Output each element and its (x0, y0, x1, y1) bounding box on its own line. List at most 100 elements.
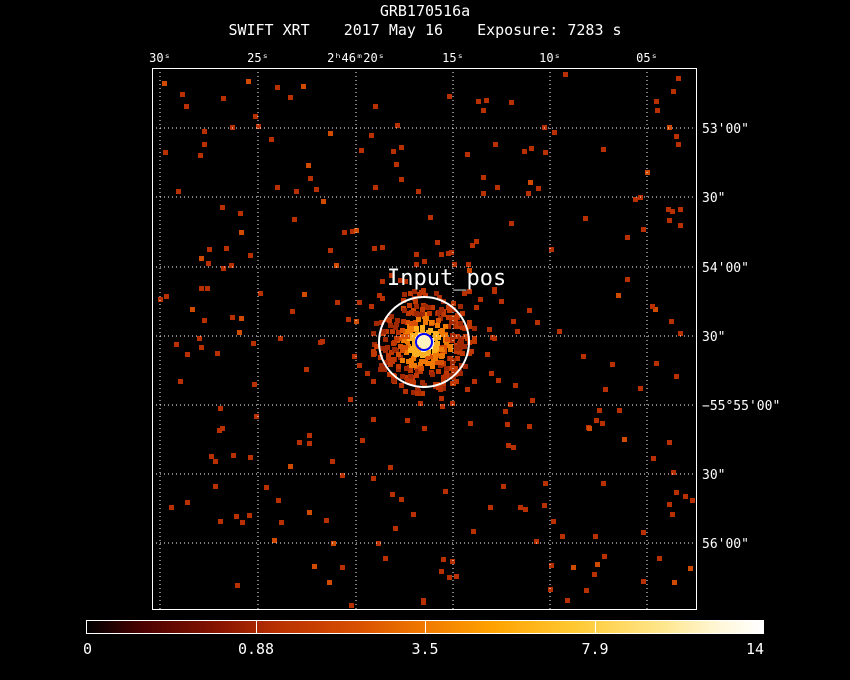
photon-pixel (290, 309, 295, 314)
ra-tick-label: 10ˢ (539, 51, 561, 65)
photon-pixel (389, 314, 394, 319)
photon-pixel (374, 344, 379, 349)
photon-pixel (423, 320, 428, 325)
photon-pixel (448, 356, 453, 361)
photon-pixel (403, 345, 408, 350)
photon-pixel (418, 312, 423, 317)
photon-pixel (454, 574, 459, 579)
source-position-marker[interactable] (415, 333, 433, 351)
photon-pixel (229, 263, 234, 268)
photon-pixel (508, 402, 513, 407)
photon-pixel (418, 348, 423, 353)
photon-pixel (418, 401, 423, 406)
photon-pixel (427, 311, 432, 316)
photon-pixel (252, 382, 257, 387)
photon-pixel (488, 505, 493, 510)
photon-pixel (674, 134, 679, 139)
photon-pixel (460, 325, 465, 330)
photon-pixel (441, 557, 446, 562)
photon-pixel (386, 353, 391, 358)
photon-pixel (414, 311, 419, 316)
photon-pixel (474, 305, 479, 310)
colorbar-label: 14 (745, 640, 764, 658)
photon-pixel (422, 259, 427, 264)
photon-pixel (460, 351, 465, 356)
photon-pixel (349, 603, 354, 608)
photon-pixel (499, 299, 504, 304)
photon-pixel (357, 300, 362, 305)
photon-pixel (420, 329, 425, 334)
photon-pixel (446, 251, 451, 256)
photon-pixel (393, 526, 398, 531)
photon-pixel (258, 291, 263, 296)
ra-tick-label: 15ˢ (442, 51, 464, 65)
photon-pixel (450, 381, 455, 386)
photon-pixel (490, 335, 495, 340)
photon-pixel (454, 349, 459, 354)
colorbar-label: 0.88 (237, 640, 275, 658)
photon-pixel (430, 372, 435, 377)
photon-pixel (421, 598, 426, 603)
photon-pixel (467, 324, 472, 329)
photon-pixel (548, 587, 553, 592)
photon-pixel (600, 421, 605, 426)
photon-pixel (382, 367, 387, 372)
photon-pixel (360, 438, 365, 443)
photon-pixel (224, 246, 229, 251)
photon-pixel (405, 378, 410, 383)
photon-pixel (174, 342, 179, 347)
photon-pixel (462, 291, 467, 296)
photon-pixel (401, 319, 406, 324)
photon-pixel (444, 366, 449, 371)
photon-pixel (426, 351, 431, 356)
photon-pixel (253, 114, 258, 119)
photon-pixel (602, 554, 607, 559)
photon-pixel (350, 229, 355, 234)
photon-pixel (653, 307, 658, 312)
photon-pixel (247, 513, 252, 518)
photon-pixel (536, 186, 541, 191)
photon-pixel (469, 349, 474, 354)
photon-pixel (383, 556, 388, 561)
photon-pixel (446, 305, 451, 310)
photon-pixel (246, 79, 251, 84)
photon-pixel (455, 346, 460, 351)
photon-pixel (690, 498, 695, 503)
photon-pixel (408, 368, 413, 373)
photon-pixel (411, 390, 416, 395)
photon-pixel (467, 289, 472, 294)
photon-pixel (218, 406, 223, 411)
photon-pixel (390, 329, 395, 334)
photon-pixel (425, 348, 430, 353)
photon-pixel (440, 328, 445, 333)
photon-pixel (422, 383, 427, 388)
photon-pixel (384, 329, 389, 334)
photon-pixel (527, 424, 532, 429)
photon-pixel (430, 354, 435, 359)
photon-pixel (419, 359, 424, 364)
photon-pixel (433, 356, 438, 361)
photon-pixel (493, 142, 498, 147)
source-region-circle[interactable] (378, 296, 470, 388)
observation-info: SWIFT XRT 2017 May 16 Exposure: 7283 s (0, 21, 850, 39)
photon-pixel (458, 345, 463, 350)
photon-pixel (549, 247, 554, 252)
photon-pixel (667, 218, 672, 223)
photon-pixel (391, 378, 396, 383)
photon-pixel (324, 518, 329, 523)
photon-pixel (670, 209, 675, 214)
photon-pixel (411, 326, 416, 331)
photon-pixel (239, 230, 244, 235)
region-label: Input_pos (387, 266, 506, 291)
photon-pixel (276, 498, 281, 503)
photon-pixel (423, 293, 428, 298)
photon-pixel (441, 386, 446, 391)
photon-pixel (436, 318, 441, 323)
photon-pixel (389, 350, 394, 355)
photon-pixel (254, 414, 259, 419)
photon-pixel (455, 313, 460, 318)
photon-pixel (389, 273, 394, 278)
photon-pixel (221, 266, 226, 271)
photon-pixel (354, 319, 359, 324)
